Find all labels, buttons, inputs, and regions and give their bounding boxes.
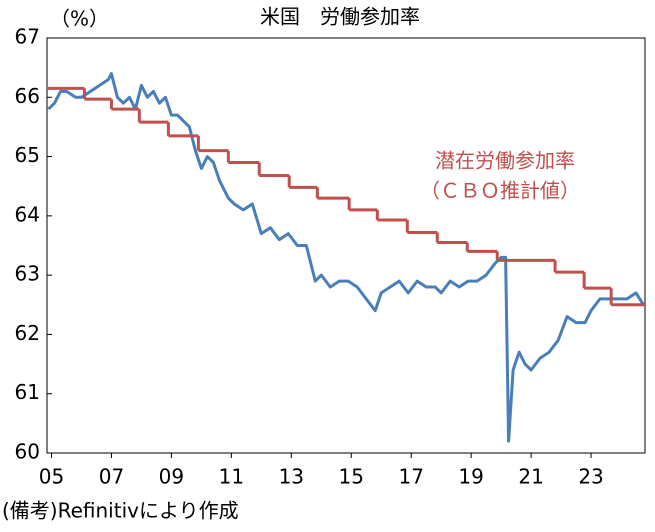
series-line <box>47 72 645 443</box>
x-tick-label: 13 <box>279 465 304 489</box>
x-tick-label: 05 <box>39 465 64 489</box>
series-label: 潜在労働参加率 <box>435 149 575 173</box>
series-label-sub: （ＣＢＯ推計値） <box>420 179 580 203</box>
y-tick-label: 65 <box>15 143 40 167</box>
x-tick-label: 11 <box>219 465 244 489</box>
note: (備考)Refinitivにより作成 <box>2 499 239 523</box>
x-tick-label: 15 <box>339 465 364 489</box>
x-tick-label: 07 <box>99 465 124 489</box>
y-tick-label: 63 <box>15 262 40 286</box>
y-tick-label: 60 <box>15 440 40 464</box>
x-tick-label: 23 <box>578 465 603 489</box>
chart-title: 米国 労働参加率 <box>260 5 420 29</box>
plot-frame <box>46 37 646 454</box>
y-tick-label: 66 <box>15 84 40 108</box>
y-tick-label: 62 <box>15 321 40 345</box>
x-tick-label: 21 <box>518 465 543 489</box>
y-tick-label: 67 <box>15 25 40 49</box>
x-tick-label: 09 <box>159 465 184 489</box>
y-tick-label: 64 <box>15 202 40 226</box>
y-tick-label: 61 <box>15 380 40 404</box>
x-tick-label: 19 <box>458 465 483 489</box>
y-unit-label: （%） <box>50 7 109 31</box>
x-tick-label: 17 <box>398 465 423 489</box>
